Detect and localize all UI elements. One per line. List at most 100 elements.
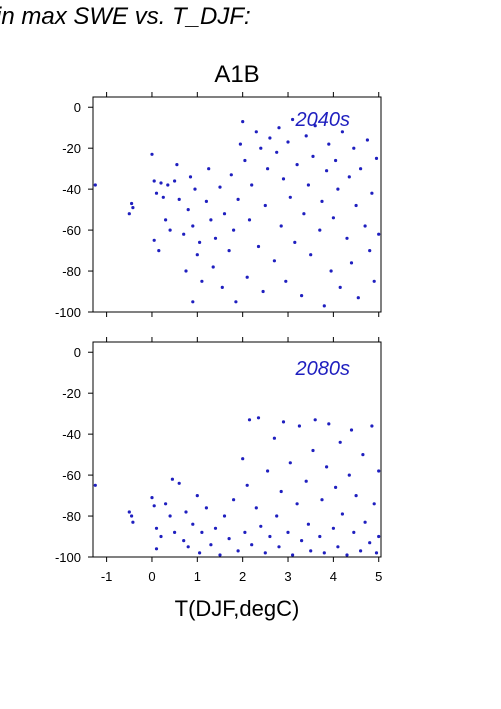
scatter-point xyxy=(218,553,222,557)
scatter-point xyxy=(159,181,163,185)
scatter-point xyxy=(170,477,174,481)
x-tick-label: 3 xyxy=(284,569,291,584)
scatter-point xyxy=(304,134,308,138)
scatter-point xyxy=(363,520,367,524)
scatter-point xyxy=(209,218,213,222)
scatter-point xyxy=(325,465,329,469)
y-axis: 0 -20 -40 -60 -80 -100 xyxy=(55,345,93,565)
panel-label: 2080s xyxy=(295,358,351,380)
scatter-point xyxy=(318,228,322,232)
scatter-point xyxy=(154,191,159,195)
scatter-point xyxy=(354,203,358,208)
scatter-point xyxy=(334,158,338,163)
scatter-point xyxy=(168,228,172,232)
scatter-point xyxy=(150,496,154,500)
panel-frame xyxy=(92,341,382,558)
scatter-point xyxy=(245,483,249,487)
scatter-point xyxy=(309,549,313,553)
scatter-point xyxy=(191,224,195,228)
y-tick-label: -80 xyxy=(62,509,81,524)
scatter-point xyxy=(207,167,211,171)
scatter-point xyxy=(154,547,159,551)
scatter-point xyxy=(166,183,170,187)
scatter-point xyxy=(152,504,156,508)
scatter-point xyxy=(213,526,218,530)
scatter-point xyxy=(236,197,240,201)
scatter-point xyxy=(209,543,213,547)
scatter-point xyxy=(127,212,131,216)
scatter-point xyxy=(254,130,258,134)
y-tick-label: -20 xyxy=(62,386,81,401)
y-tick-label: -100 xyxy=(55,305,81,320)
scatter-point xyxy=(150,152,154,156)
scatter-point xyxy=(275,150,279,154)
scatter-point xyxy=(236,549,240,553)
scatter-point xyxy=(168,514,172,518)
scatter-point xyxy=(243,530,247,535)
scatter-point xyxy=(336,187,340,191)
scatter-point xyxy=(227,537,231,541)
scatter-point xyxy=(352,530,356,535)
scatter-point xyxy=(152,238,156,242)
scatter-point xyxy=(370,191,374,195)
scatter-points xyxy=(93,117,381,308)
scatter-point xyxy=(268,136,272,140)
y-tick-label: -60 xyxy=(62,468,81,483)
scatter-point xyxy=(372,279,376,283)
scatter-point xyxy=(272,259,276,263)
scatter-point xyxy=(277,545,281,549)
scatter-point xyxy=(220,285,224,289)
scatter-point xyxy=(93,183,97,187)
scatter-point xyxy=(334,485,338,489)
scatter-point xyxy=(347,473,351,477)
scatter-point xyxy=(370,424,374,428)
scatter-point xyxy=(277,126,281,130)
scatter-point xyxy=(263,203,267,208)
scatter-point xyxy=(340,130,344,134)
x-tick-label: 2 xyxy=(239,569,246,584)
scatter-point xyxy=(368,541,372,545)
scatter-point xyxy=(227,249,231,253)
scatter-point xyxy=(164,502,168,506)
scatter-point xyxy=(152,179,156,183)
scatter-point xyxy=(313,124,317,128)
x-axis-title: T(DJF,degC) xyxy=(175,596,300,621)
y-tick-label: 0 xyxy=(74,100,81,115)
scatter-point xyxy=(361,453,365,457)
scatter-point xyxy=(232,228,236,232)
scatter-point xyxy=(173,530,177,535)
scatter-point xyxy=(191,300,195,304)
scatter-point xyxy=(347,175,351,179)
x-tick-label: -1 xyxy=(101,569,113,584)
scatter-point xyxy=(295,163,299,167)
panel-label: 2040s xyxy=(295,109,351,131)
scatter-point xyxy=(161,195,165,199)
scatter-point xyxy=(288,461,292,465)
scatter-point xyxy=(286,530,290,535)
scatter-point xyxy=(259,146,263,150)
scatter-point xyxy=(327,422,331,426)
scatter-point xyxy=(322,304,326,308)
y-tick-label: -40 xyxy=(62,182,81,197)
scatter-point xyxy=(154,526,159,530)
scatter-point xyxy=(302,212,306,216)
scatter-point xyxy=(200,279,204,283)
scatter-point xyxy=(157,249,161,253)
scatter-point xyxy=(175,163,179,167)
scatter-point xyxy=(295,502,299,506)
scatter-point xyxy=(365,138,369,142)
scatter-point xyxy=(195,494,199,498)
scatter-point xyxy=(345,553,349,557)
scatter-point xyxy=(372,502,376,506)
scatter-point xyxy=(331,216,335,220)
scatter-point xyxy=(336,545,340,549)
scatter-point xyxy=(354,494,358,498)
scatter-point xyxy=(213,236,218,240)
x-axis: -1 0 1 2 3 4 5 xyxy=(101,337,382,584)
scatter-point xyxy=(377,534,381,539)
scatter-point xyxy=(200,530,204,535)
x-tick-label: 1 xyxy=(194,569,201,584)
scatter-point xyxy=(247,218,252,222)
scatter-point xyxy=(177,481,181,485)
